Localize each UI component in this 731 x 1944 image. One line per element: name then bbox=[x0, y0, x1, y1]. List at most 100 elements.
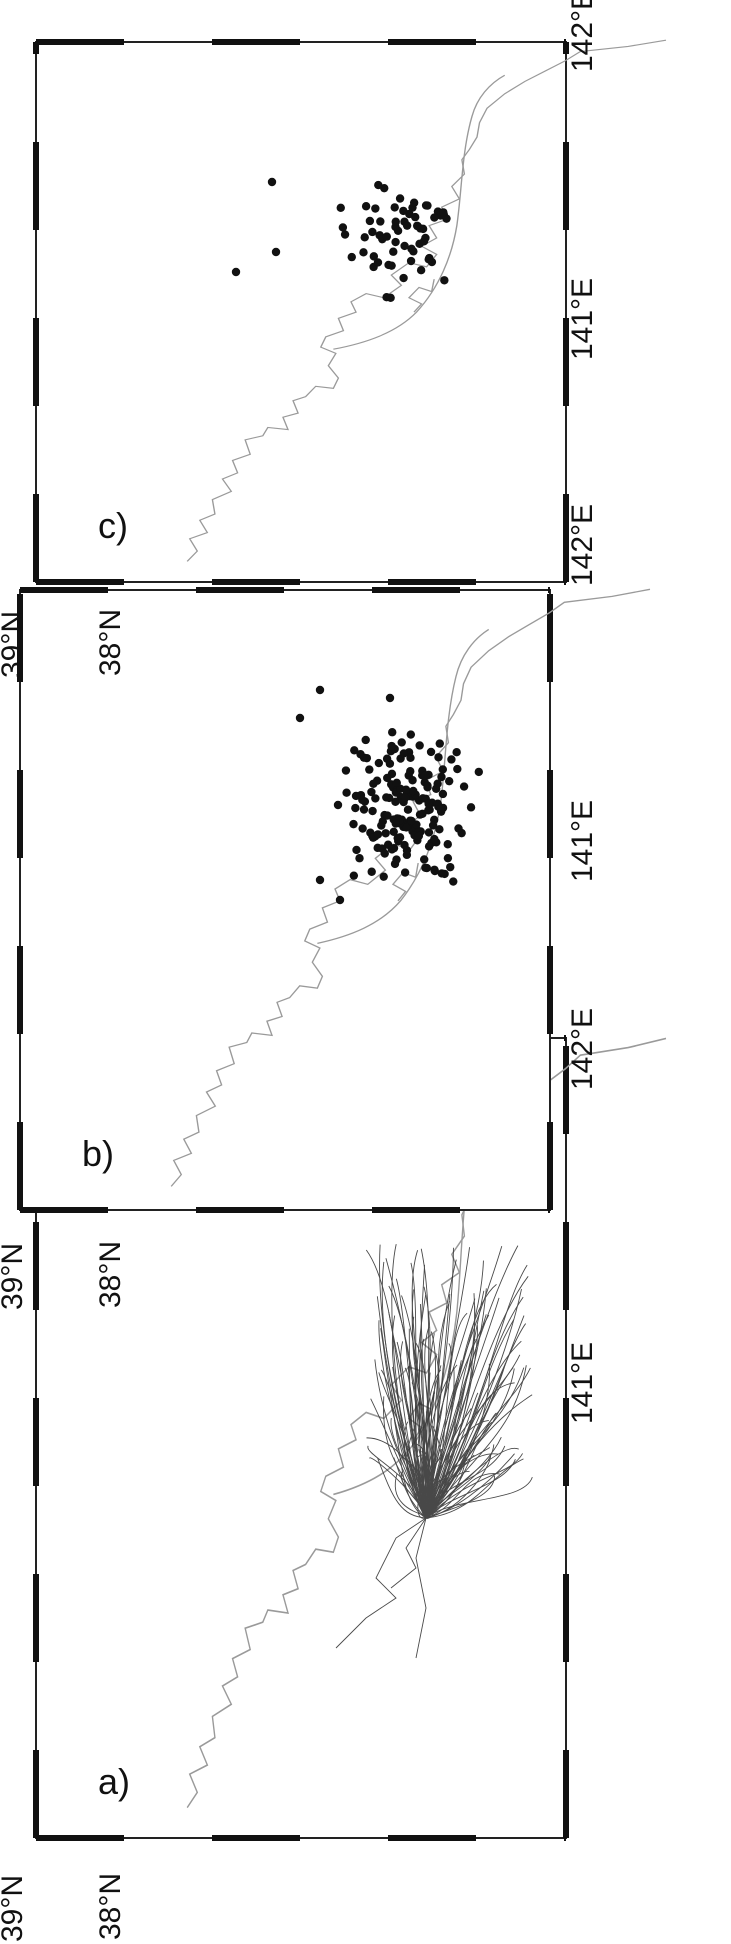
observation-point bbox=[406, 767, 415, 776]
observation-point bbox=[388, 728, 397, 737]
observation-point bbox=[440, 869, 449, 879]
map-panel-a: a) bbox=[33, 1035, 667, 1841]
lon-label-141: 141°E bbox=[566, 1342, 599, 1424]
trajectory-line bbox=[425, 1392, 436, 1519]
observation-point bbox=[443, 853, 453, 863]
map-frame bbox=[35, 41, 567, 583]
observation-point bbox=[420, 855, 429, 864]
observation-point bbox=[355, 854, 364, 863]
observation-point bbox=[373, 830, 383, 839]
observation-point bbox=[435, 739, 444, 748]
map-frame bbox=[19, 589, 551, 1211]
observation-point bbox=[406, 256, 416, 266]
observation-point bbox=[389, 827, 398, 836]
observation-point bbox=[333, 800, 343, 810]
observation-point bbox=[349, 819, 358, 829]
observation-point bbox=[437, 772, 446, 782]
frame-ticks bbox=[17, 587, 553, 1213]
observation-point bbox=[431, 784, 441, 793]
trajectory-line bbox=[425, 1363, 506, 1519]
observation-point bbox=[369, 779, 378, 788]
observation-point bbox=[401, 785, 411, 794]
lat-label-39: 39°N bbox=[0, 611, 29, 678]
trajectory-line bbox=[415, 1343, 430, 1519]
observation-point bbox=[380, 849, 389, 858]
observation-point bbox=[443, 840, 452, 849]
observation-point bbox=[374, 758, 384, 768]
observation-point bbox=[406, 753, 415, 763]
observation-point bbox=[387, 741, 396, 751]
observation-point bbox=[435, 825, 444, 834]
trajectory-line bbox=[425, 1284, 497, 1519]
observation-point bbox=[416, 265, 426, 275]
observation-point bbox=[341, 766, 351, 775]
observation-point bbox=[385, 759, 395, 768]
observation-point bbox=[386, 293, 395, 302]
observation-point bbox=[271, 247, 281, 257]
observation-point bbox=[391, 217, 400, 226]
observation-point bbox=[474, 767, 484, 777]
observation-point bbox=[400, 793, 410, 802]
observation-point bbox=[382, 232, 391, 241]
observation-point bbox=[400, 241, 409, 251]
observation-point bbox=[368, 227, 377, 237]
observation-point bbox=[424, 842, 434, 851]
observation-point bbox=[423, 781, 432, 790]
observation-point bbox=[420, 771, 430, 781]
trajectory-line bbox=[390, 1517, 427, 1589]
observation-point bbox=[453, 764, 462, 774]
observation-point bbox=[421, 233, 430, 243]
observation-point bbox=[395, 194, 405, 203]
observation-point bbox=[374, 180, 383, 190]
track-group bbox=[335, 1243, 533, 1659]
observation-point bbox=[440, 276, 449, 285]
observation-point bbox=[430, 834, 439, 844]
trajectory-line bbox=[396, 1341, 427, 1519]
trajectory-line bbox=[380, 1328, 427, 1519]
observation-point bbox=[389, 247, 398, 256]
observation-point bbox=[384, 793, 394, 803]
observation-point bbox=[454, 824, 463, 833]
trajectory-line bbox=[408, 1328, 427, 1519]
observation-point bbox=[399, 206, 408, 216]
observation-point bbox=[438, 765, 447, 774]
observation-point bbox=[430, 866, 440, 876]
observation-point bbox=[446, 862, 455, 872]
observation-point bbox=[359, 805, 369, 814]
observation-point bbox=[459, 782, 469, 791]
observation-point bbox=[392, 778, 401, 788]
trajectory-line bbox=[418, 1338, 427, 1519]
observation-point bbox=[383, 773, 392, 783]
observation-point bbox=[356, 750, 365, 759]
trajectory-line bbox=[403, 1421, 427, 1519]
trajectory-line bbox=[425, 1367, 525, 1519]
observation-point bbox=[336, 203, 345, 212]
observation-point bbox=[424, 828, 434, 837]
observation-point bbox=[423, 201, 432, 210]
observation-point bbox=[407, 244, 416, 254]
lon-label-141: 141°E bbox=[566, 800, 599, 882]
observation-point bbox=[315, 685, 325, 695]
lat-label-38: 38°N bbox=[94, 1873, 127, 1940]
observation-point bbox=[385, 693, 395, 703]
lat-label-39: 39°N bbox=[0, 1875, 29, 1942]
observation-point bbox=[347, 252, 356, 262]
observation-point bbox=[367, 867, 376, 876]
observation-point bbox=[384, 260, 393, 270]
trajectory-line bbox=[411, 1250, 427, 1519]
observation-point bbox=[231, 267, 241, 277]
trajectory-line bbox=[425, 1259, 457, 1519]
trajectory-line bbox=[414, 1365, 428, 1519]
observation-point bbox=[359, 248, 368, 257]
observation-point bbox=[342, 788, 351, 797]
observation-point bbox=[430, 213, 439, 222]
trajectory-line bbox=[425, 1458, 524, 1519]
observation-point bbox=[424, 799, 433, 809]
observation-point bbox=[387, 845, 397, 854]
observation-point bbox=[360, 233, 369, 242]
trajectory-line bbox=[385, 1258, 427, 1519]
observation-point bbox=[361, 202, 371, 211]
observation-point bbox=[434, 753, 443, 762]
observation-point bbox=[422, 863, 432, 873]
